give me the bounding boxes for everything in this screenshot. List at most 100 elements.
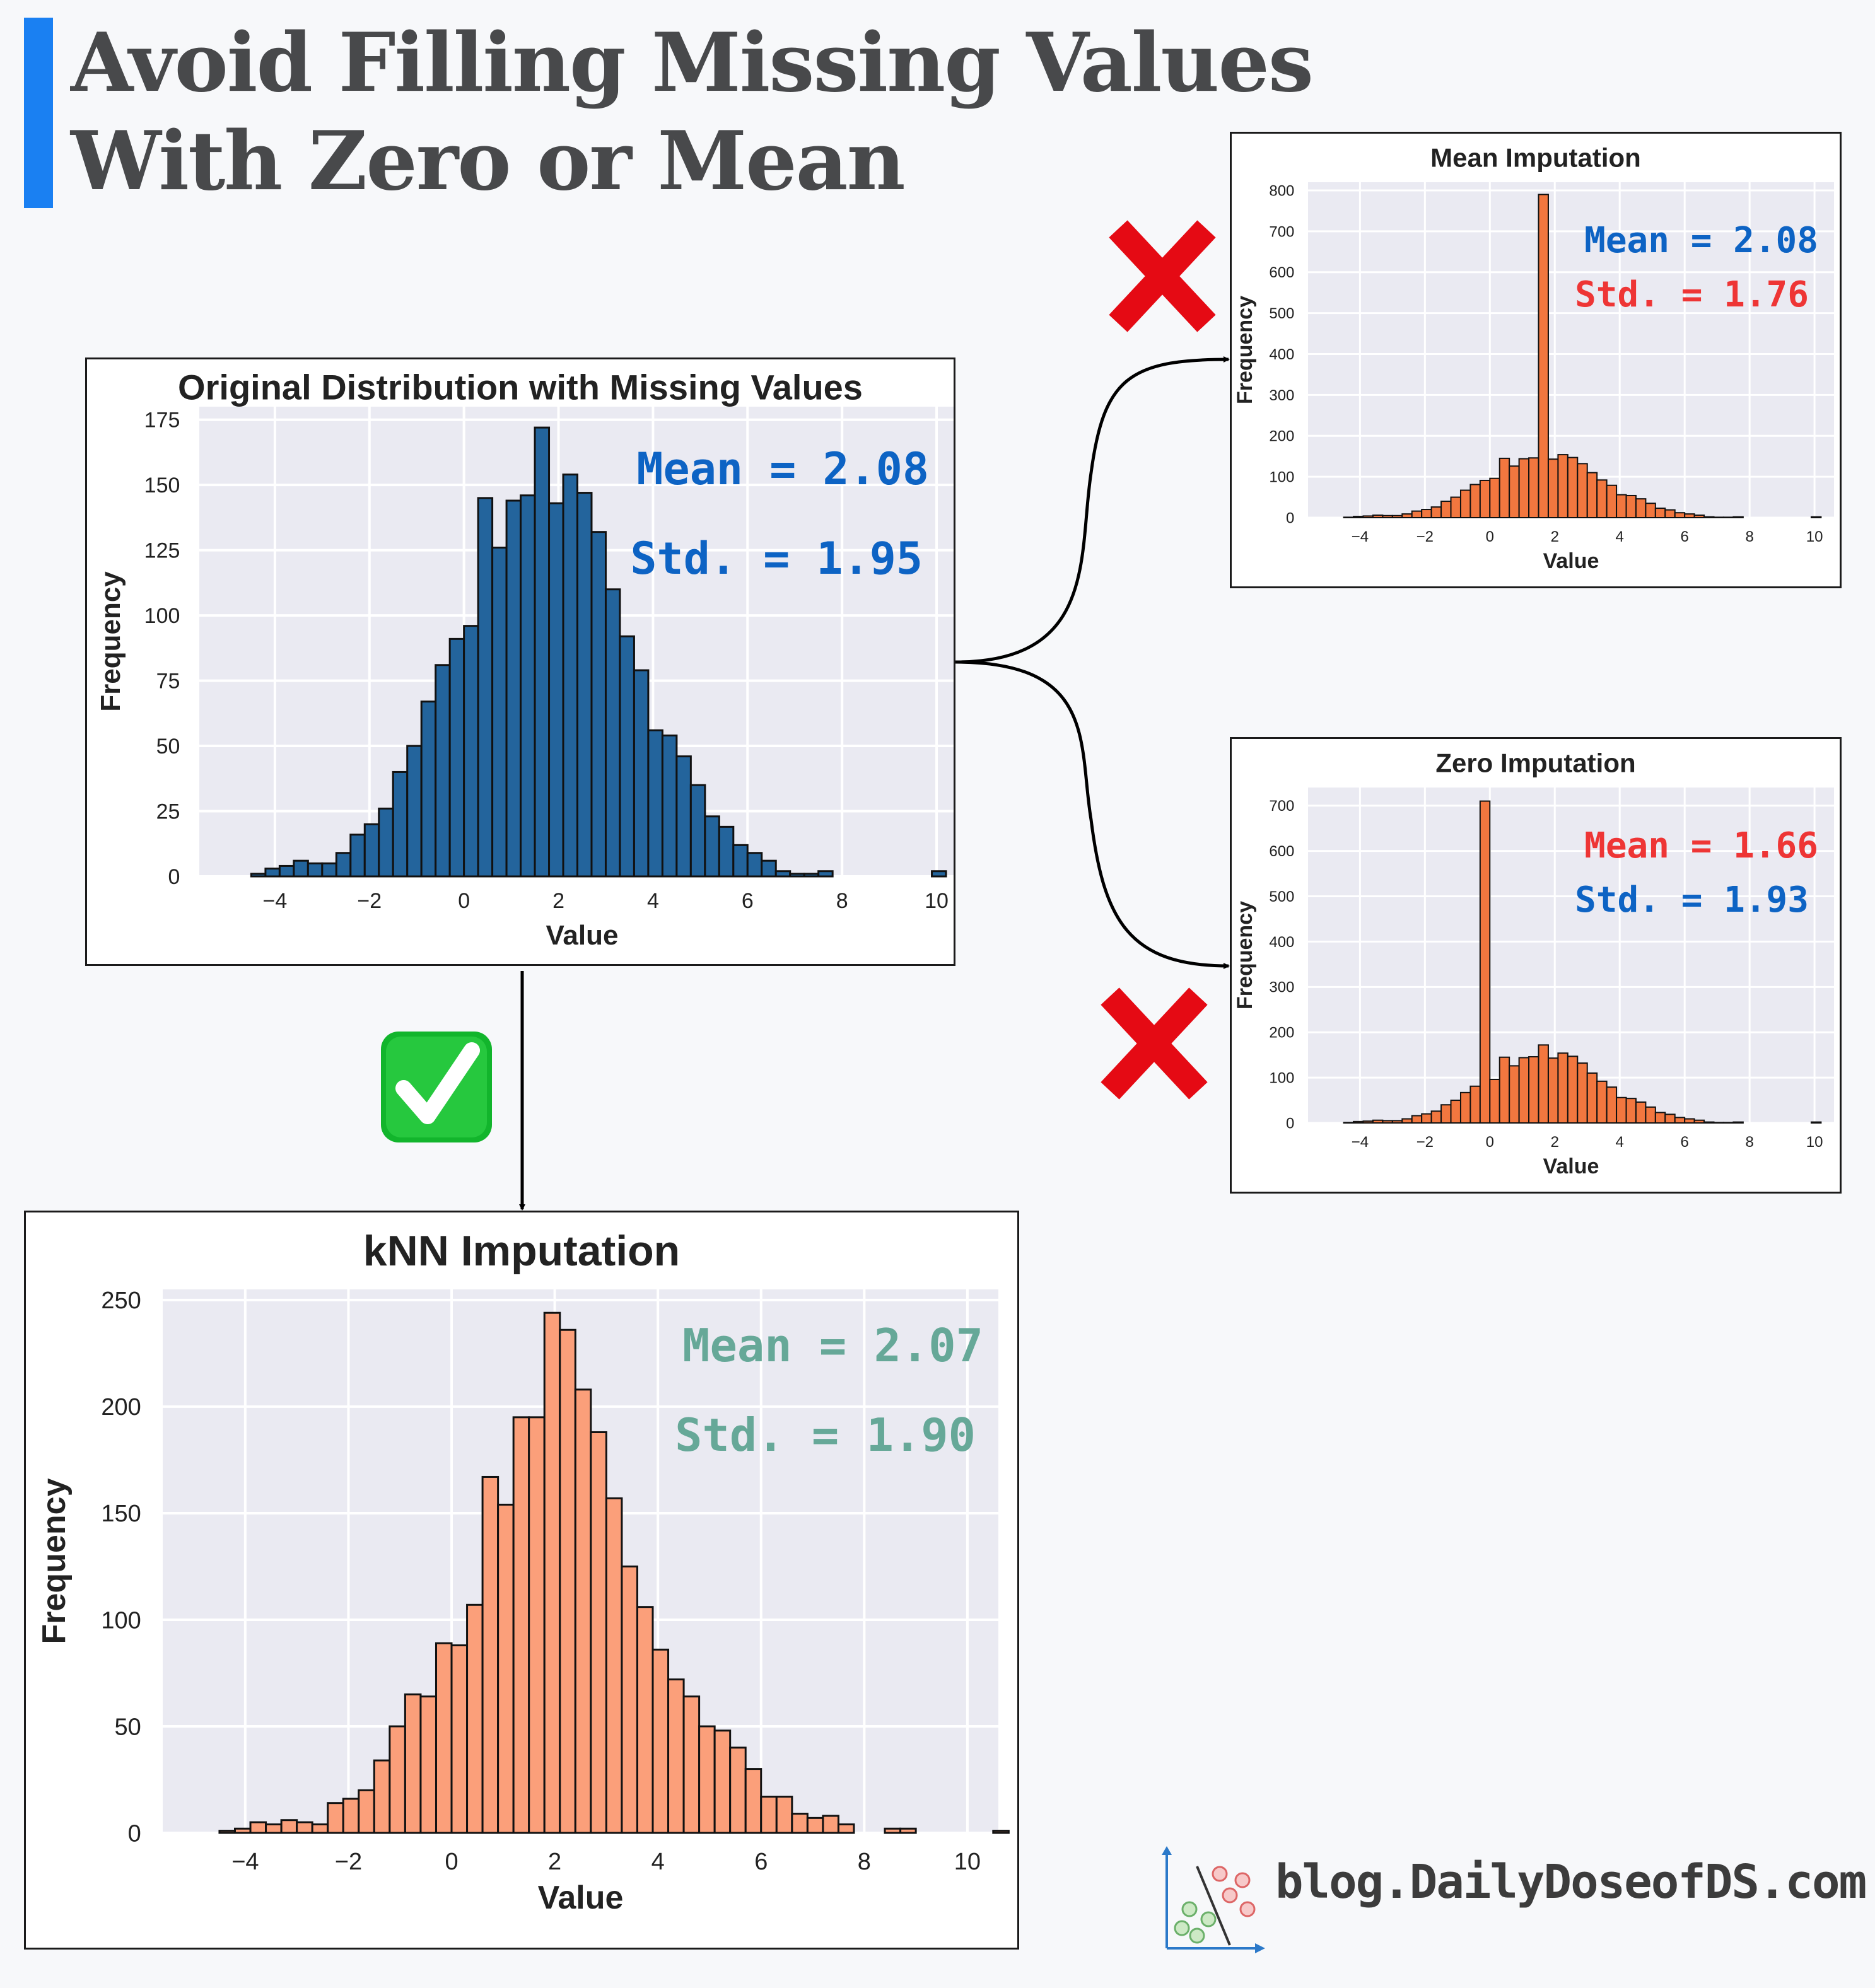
chart-title: kNN Imputation — [363, 1227, 680, 1275]
y-tick-label: 600 — [1269, 264, 1294, 281]
histogram-bar — [605, 1497, 623, 1834]
std-annotation: Std. = 1.95 — [630, 533, 923, 584]
footer-url: blog.DailyDoseofDS.com — [1275, 1855, 1867, 1909]
histogram-bar — [358, 1789, 375, 1834]
y-tick-label: 500 — [1269, 888, 1294, 905]
y-tick-label: 700 — [1269, 798, 1294, 815]
std-annotation: Std. = 1.93 — [1575, 880, 1809, 921]
histogram-bar — [931, 870, 947, 878]
page-title: Avoid Filling Missing Values With Zero o… — [71, 14, 1314, 211]
x-tick-label: 10 — [1806, 1134, 1823, 1151]
x-tick-label: 6 — [1681, 1134, 1689, 1151]
y-tick-label: 200 — [1269, 1025, 1294, 1042]
histogram-bar — [435, 1642, 453, 1834]
y-tick-label: 75 — [156, 669, 180, 693]
knn-imputation-chart: −4 −2 0 2 4 6 8 10 0 50 100 150 200 250 kNN Imputation… — [24, 1211, 1019, 1950]
x-axis-label: Value — [546, 920, 619, 951]
y-tick-label: 600 — [1269, 843, 1294, 860]
x-tick-label: −2 — [1416, 1134, 1434, 1151]
y-tick-label: 250 — [101, 1288, 141, 1314]
x-tick-label: 6 — [742, 889, 754, 913]
y-tick-label: 300 — [1269, 387, 1294, 404]
x-axis-label: Value — [1543, 549, 1599, 573]
cross-mark-icon — [1101, 987, 1208, 1100]
y-tick-label: 100 — [1269, 469, 1294, 486]
histogram-bar — [1732, 1121, 1744, 1124]
x-tick-label: 0 — [458, 889, 470, 913]
x-axis-label: Value — [1543, 1154, 1599, 1178]
x-tick-label: 8 — [836, 889, 848, 913]
x-tick-label: 4 — [1616, 1134, 1624, 1151]
y-tick-label: 150 — [144, 474, 180, 497]
y-axis-label: Frequency — [36, 1478, 73, 1644]
histogram-bar — [327, 1802, 344, 1834]
x-tick-label: −4 — [263, 889, 288, 913]
x-tick-label: −2 — [357, 889, 382, 913]
scatter-classifier-logo — [1162, 1846, 1265, 1953]
arrow-to-zero-imputation — [955, 660, 1230, 969]
y-tick-label: 200 — [101, 1394, 141, 1421]
y-tick-label: 50 — [156, 735, 180, 759]
y-tick-label: 800 — [1269, 182, 1294, 199]
histogram-bar — [682, 1695, 701, 1834]
x-tick-label: 8 — [1745, 528, 1753, 545]
x-tick-label: 4 — [651, 1849, 665, 1875]
y-tick-label: 175 — [144, 409, 180, 433]
histogram-bar — [1732, 516, 1744, 519]
y-tick-label: 0 — [1286, 1115, 1294, 1132]
x-tick-label: −4 — [231, 1849, 259, 1875]
x-tick-label: 8 — [1745, 1134, 1753, 1151]
mean-annotation: Mean = 2.07 — [682, 1319, 983, 1372]
y-tick-label: 200 — [1269, 428, 1294, 445]
chart-svg: −4 −2 0 2 4 6 8 100100200300400500600700800Mean… — [1233, 143, 1834, 573]
y-tick-label: 700 — [1269, 223, 1294, 240]
std-annotation: Std. = 1.90 — [675, 1409, 976, 1462]
x-axis-label: Value — [538, 1880, 624, 1916]
y-tick-label: 150 — [101, 1501, 141, 1527]
cross-mark-icon — [1109, 220, 1216, 332]
y-tick-label: 400 — [1269, 934, 1294, 951]
y-tick-label: 300 — [1269, 979, 1294, 996]
original-distribution-chart: −4 −2 0 2 4 6 8 10 0 25 50 75 100 125 150 175 Original D… — [85, 357, 955, 966]
x-tick-label: 2 — [548, 1849, 561, 1875]
histogram-bar — [1479, 800, 1491, 1124]
mean-imputation-chart: −4 −2 0 2 4 6 8 10 0 100 200 300 400 500 600 700 800 Mean… — [1230, 132, 1842, 588]
chart-title: Zero Imputation — [1435, 748, 1635, 778]
y-tick-label: 100 — [144, 604, 180, 628]
histogram-bar — [791, 1813, 809, 1834]
histogram-bar — [559, 1328, 576, 1834]
histogram-bar — [651, 1648, 670, 1834]
histogram-bar — [667, 1678, 685, 1834]
histogram-bar — [528, 1416, 546, 1834]
page-title-line-2: With Zero or Mean — [71, 114, 906, 209]
mean-annotation: Mean = 2.08 — [636, 443, 929, 495]
histogram-bar — [729, 1747, 747, 1834]
histogram-bar — [713, 1729, 732, 1834]
histogram-bar — [621, 1565, 638, 1834]
histogram-bar — [992, 1830, 1010, 1834]
std-annotation: Std. = 1.76 — [1575, 274, 1809, 315]
y-tick-label: 100 — [101, 1607, 141, 1634]
y-tick-label: 0 — [1286, 509, 1294, 526]
y-tick-label: 50 — [115, 1714, 141, 1740]
y-tick-label: 25 — [156, 799, 180, 823]
chart-title: Original Distribution with Missing Value… — [178, 368, 863, 407]
x-tick-label: 10 — [954, 1849, 981, 1875]
histogram-bar — [497, 1503, 515, 1834]
title-accent-bar — [24, 18, 53, 208]
y-axis-label: Frequency — [95, 571, 126, 712]
x-tick-label: 6 — [754, 1849, 768, 1875]
mean-annotation: Mean = 1.66 — [1584, 825, 1818, 866]
page-title-line-1: Avoid Filling Missing Values — [71, 16, 1314, 110]
y-tick-label: 100 — [1269, 1070, 1294, 1087]
histogram-bar — [1810, 1121, 1822, 1124]
x-tick-label: 8 — [858, 1849, 871, 1875]
mean-annotation: Mean = 2.08 — [1584, 220, 1818, 261]
x-tick-label: −4 — [1352, 1134, 1369, 1151]
histogram-bar — [512, 1416, 530, 1834]
x-tick-label: 10 — [925, 889, 949, 913]
y-tick-label: 125 — [144, 539, 180, 563]
